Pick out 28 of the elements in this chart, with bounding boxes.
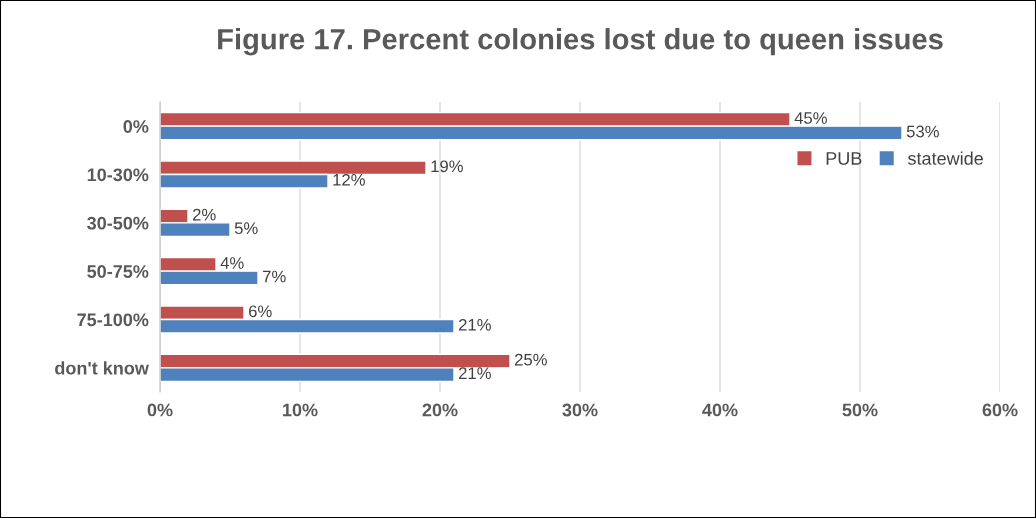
x-tick-label: 10% — [283, 403, 318, 417]
y-tick-label: 0% — [123, 120, 149, 133]
data-label: 4% — [220, 257, 244, 269]
x-tick-label: 30% — [562, 403, 598, 417]
data-label: 5% — [234, 222, 258, 235]
data-label: 21% — [459, 318, 491, 331]
data-label: 19% — [431, 160, 463, 173]
data-label: 25% — [515, 353, 547, 366]
data-label: 12% — [333, 173, 365, 186]
data-label: 21% — [459, 367, 491, 380]
y-tick-label: 10-30% — [87, 168, 149, 182]
x-tick-label: 0% — [147, 403, 173, 417]
x-tick-label: 50% — [842, 403, 878, 417]
y-tick-label: don't know — [55, 361, 149, 375]
y-tick-label: 30-50% — [87, 216, 149, 230]
data-label: 53% — [906, 125, 939, 138]
chart-title: Figure 17. Percent colonies lost due to queen issues — [218, 28, 943, 56]
legend-label: PUB — [826, 152, 862, 165]
data-label: 6% — [249, 305, 272, 318]
y-tick-label: 75-100% — [77, 313, 149, 327]
data-label: 45% — [794, 112, 827, 124]
data-label: 7% — [263, 270, 286, 283]
y-tick-label: 50-75% — [87, 265, 149, 278]
data-label: 2% — [193, 208, 216, 221]
x-tick-label: 60% — [982, 403, 1018, 417]
legend-label: statewide — [907, 151, 983, 165]
x-tick-label: 40% — [702, 403, 738, 417]
x-tick-label: 20% — [422, 403, 458, 417]
